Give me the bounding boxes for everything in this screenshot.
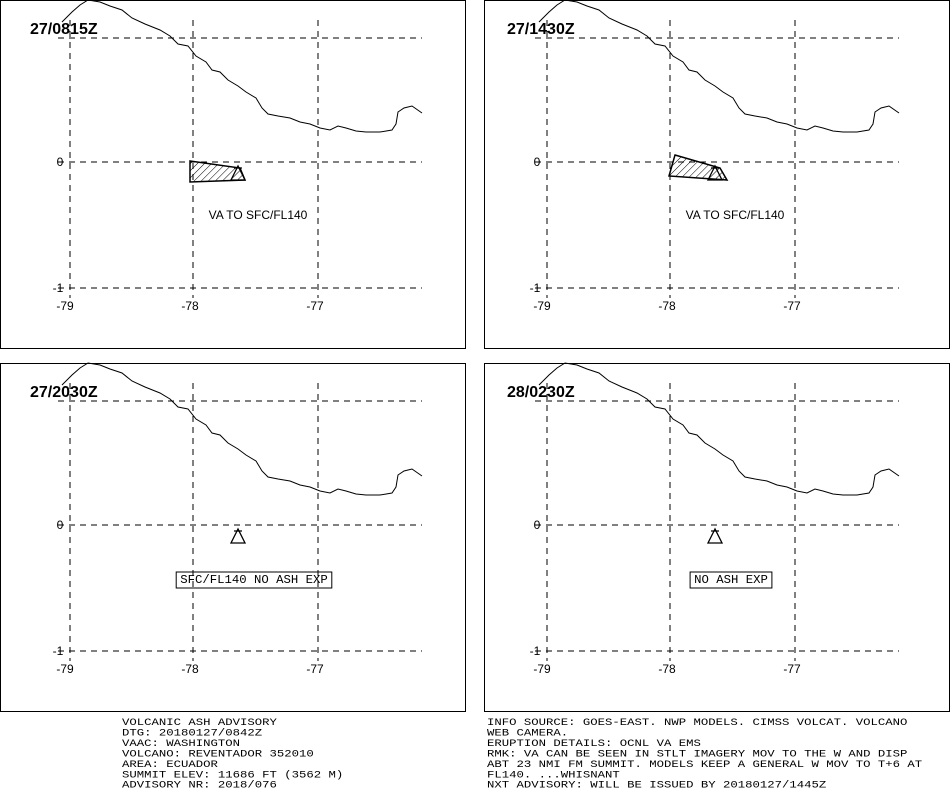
annotation-box bbox=[689, 571, 773, 589]
volcano-symbol bbox=[229, 527, 247, 544]
longitude-label: -78 bbox=[181, 662, 199, 676]
advisory-line: ABT 23 NMI FM SUMMIT. MODELS KEEP A GENE… bbox=[487, 759, 922, 770]
map-panel: 0 -1 -79 -78 -77 27/0815Z VA TO SFC/FL140 bbox=[30, 0, 423, 313]
advisory-line: ADVISORY NR: 2018/076 bbox=[122, 780, 277, 791]
annotation-box bbox=[175, 571, 333, 589]
coastline bbox=[61, 0, 423, 133]
valid-time: 28/0230Z bbox=[507, 384, 575, 401]
annotation: VA TO SFC/FL140 bbox=[686, 208, 785, 222]
longitude-label: -77 bbox=[306, 662, 324, 676]
longitude-label: -79 bbox=[56, 299, 74, 313]
map-panel: 0 -1 -79 -78 -77 28/0230Z NO ASH EXP bbox=[507, 362, 900, 676]
longitude-label: -77 bbox=[306, 299, 324, 313]
advisory-line: NXT ADVISORY: WILL BE ISSUED BY 20180127… bbox=[487, 780, 826, 791]
longitude-label: -78 bbox=[658, 299, 676, 313]
panel-frame bbox=[0, 0, 466, 349]
annotation: SFC/FL140 NO ASH EXP bbox=[180, 573, 328, 587]
latitude-label: -1 bbox=[530, 644, 541, 658]
advisory-line: RMK: VA CAN BE SEEN IN STLT IMAGERY MOV … bbox=[487, 749, 908, 760]
coastline bbox=[538, 0, 900, 133]
valid-time: 27/1430Z bbox=[507, 21, 575, 38]
longitude-label: -78 bbox=[658, 662, 676, 676]
latitude-label: 0 bbox=[57, 155, 64, 169]
latitude-label: -1 bbox=[53, 644, 64, 658]
latitude-label: 0 bbox=[57, 518, 64, 532]
map-panel: 0 -1 -79 -78 -77 27/2030Z SFC/FL140 NO ASH EXP bbox=[30, 362, 423, 676]
advisory-line: INFO SOURCE: GOES-EAST. NWP MODELS. CIMS… bbox=[487, 718, 908, 729]
longitude-label: -77 bbox=[783, 662, 801, 676]
advisory-line: WEB CAMERA. bbox=[487, 728, 568, 739]
advisory-line: AREA: ECUADOR bbox=[122, 759, 218, 770]
longitude-label: -79 bbox=[533, 299, 551, 313]
advisory-line: FL140. ...WHISNANT bbox=[487, 770, 620, 781]
volcano-symbol bbox=[706, 527, 724, 544]
advisory-line: DTG: 20180127/0842Z bbox=[122, 728, 262, 739]
longitude-label: -79 bbox=[56, 662, 74, 676]
ash-area bbox=[668, 154, 729, 181]
valid-time: 27/2030Z bbox=[30, 384, 98, 401]
latitude-label: 0 bbox=[534, 155, 541, 169]
map-panel: 0 -1 -79 -78 -77 27/1430Z VA TO SFC/FL140 bbox=[507, 0, 900, 313]
annotation: NO ASH EXP bbox=[694, 573, 768, 587]
advisory-line: VAAC: WASHINGTON bbox=[122, 739, 240, 750]
advisory-line: VOLCANIC ASH ADVISORY bbox=[122, 718, 277, 729]
latitude-label: 0 bbox=[534, 518, 541, 532]
latitude-label: -1 bbox=[53, 281, 64, 295]
advisory-line: ERUPTION DETAILS: OCNL VA EMS bbox=[487, 739, 701, 750]
advisory-line: SUMMIT ELEV: 11686 FT (3562 M) bbox=[122, 770, 343, 781]
volcano-symbol bbox=[229, 164, 247, 181]
annotation: VA TO SFC/FL140 bbox=[209, 208, 308, 222]
coastline bbox=[61, 362, 423, 496]
volcano-symbol bbox=[706, 164, 724, 181]
longitude-label: -77 bbox=[783, 299, 801, 313]
valid-time: 27/0815Z bbox=[30, 21, 98, 38]
advisory-line: VOLCANO: REVENTADOR 352010 bbox=[122, 749, 314, 760]
advisory-text: INFO SOURCE: GOES-EAST. NWP MODELS. CIMS… bbox=[487, 718, 922, 792]
coastline bbox=[538, 362, 900, 496]
panel-frame bbox=[0, 363, 466, 712]
longitude-label: -79 bbox=[533, 662, 551, 676]
latitude-label: -1 bbox=[530, 281, 541, 295]
longitude-label: -78 bbox=[181, 299, 199, 313]
